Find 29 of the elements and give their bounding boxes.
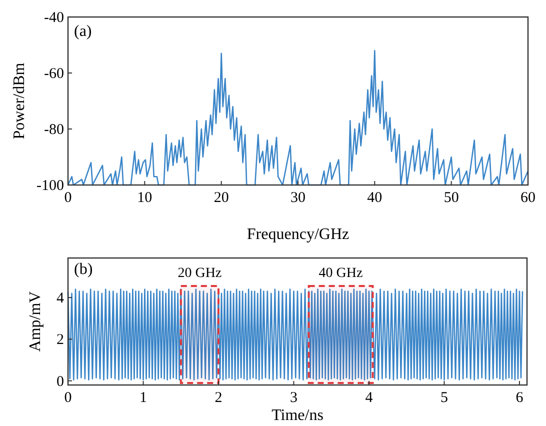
annotation: (b)	[74, 261, 93, 278]
x-tick-label: 20	[214, 190, 229, 206]
x-tick-label: 6	[516, 390, 524, 406]
y-tick-label: -40	[44, 10, 64, 26]
x-tick-label: 40	[367, 190, 382, 206]
band-label: 20 GHz	[178, 266, 222, 281]
x-tick-label: 30	[290, 190, 306, 206]
x-axis-title: Frequency/GHz	[246, 226, 350, 243]
y-axis-title: Power/dBm	[11, 62, 28, 140]
x-tick-label: 60	[520, 190, 536, 206]
x-tick-label: 4	[365, 390, 374, 406]
x-tick-label: 3	[290, 390, 298, 406]
line-series	[67, 288, 524, 380]
x-tick-label: 50	[444, 190, 459, 206]
y-tick-label: -60	[44, 66, 64, 82]
annotation: (a)	[74, 23, 92, 40]
x-axis-title: Time/ns	[272, 407, 324, 424]
y-tick-label: 0	[56, 374, 64, 390]
x-tick-label: 1	[139, 390, 147, 406]
y-tick-label: -80	[44, 122, 64, 138]
y-axis-title: Amp/mV	[27, 290, 44, 352]
x-tick-label: 5	[440, 390, 448, 406]
x-tick-label: 10	[137, 190, 152, 206]
y-tick-label: 4	[56, 290, 64, 307]
y-tick-label: -100	[36, 178, 64, 194]
y-tick-label: 2	[56, 332, 64, 348]
line-series	[67, 50, 529, 186]
band-label: 40 GHz	[318, 266, 363, 281]
x-tick-label: 2	[214, 390, 222, 406]
